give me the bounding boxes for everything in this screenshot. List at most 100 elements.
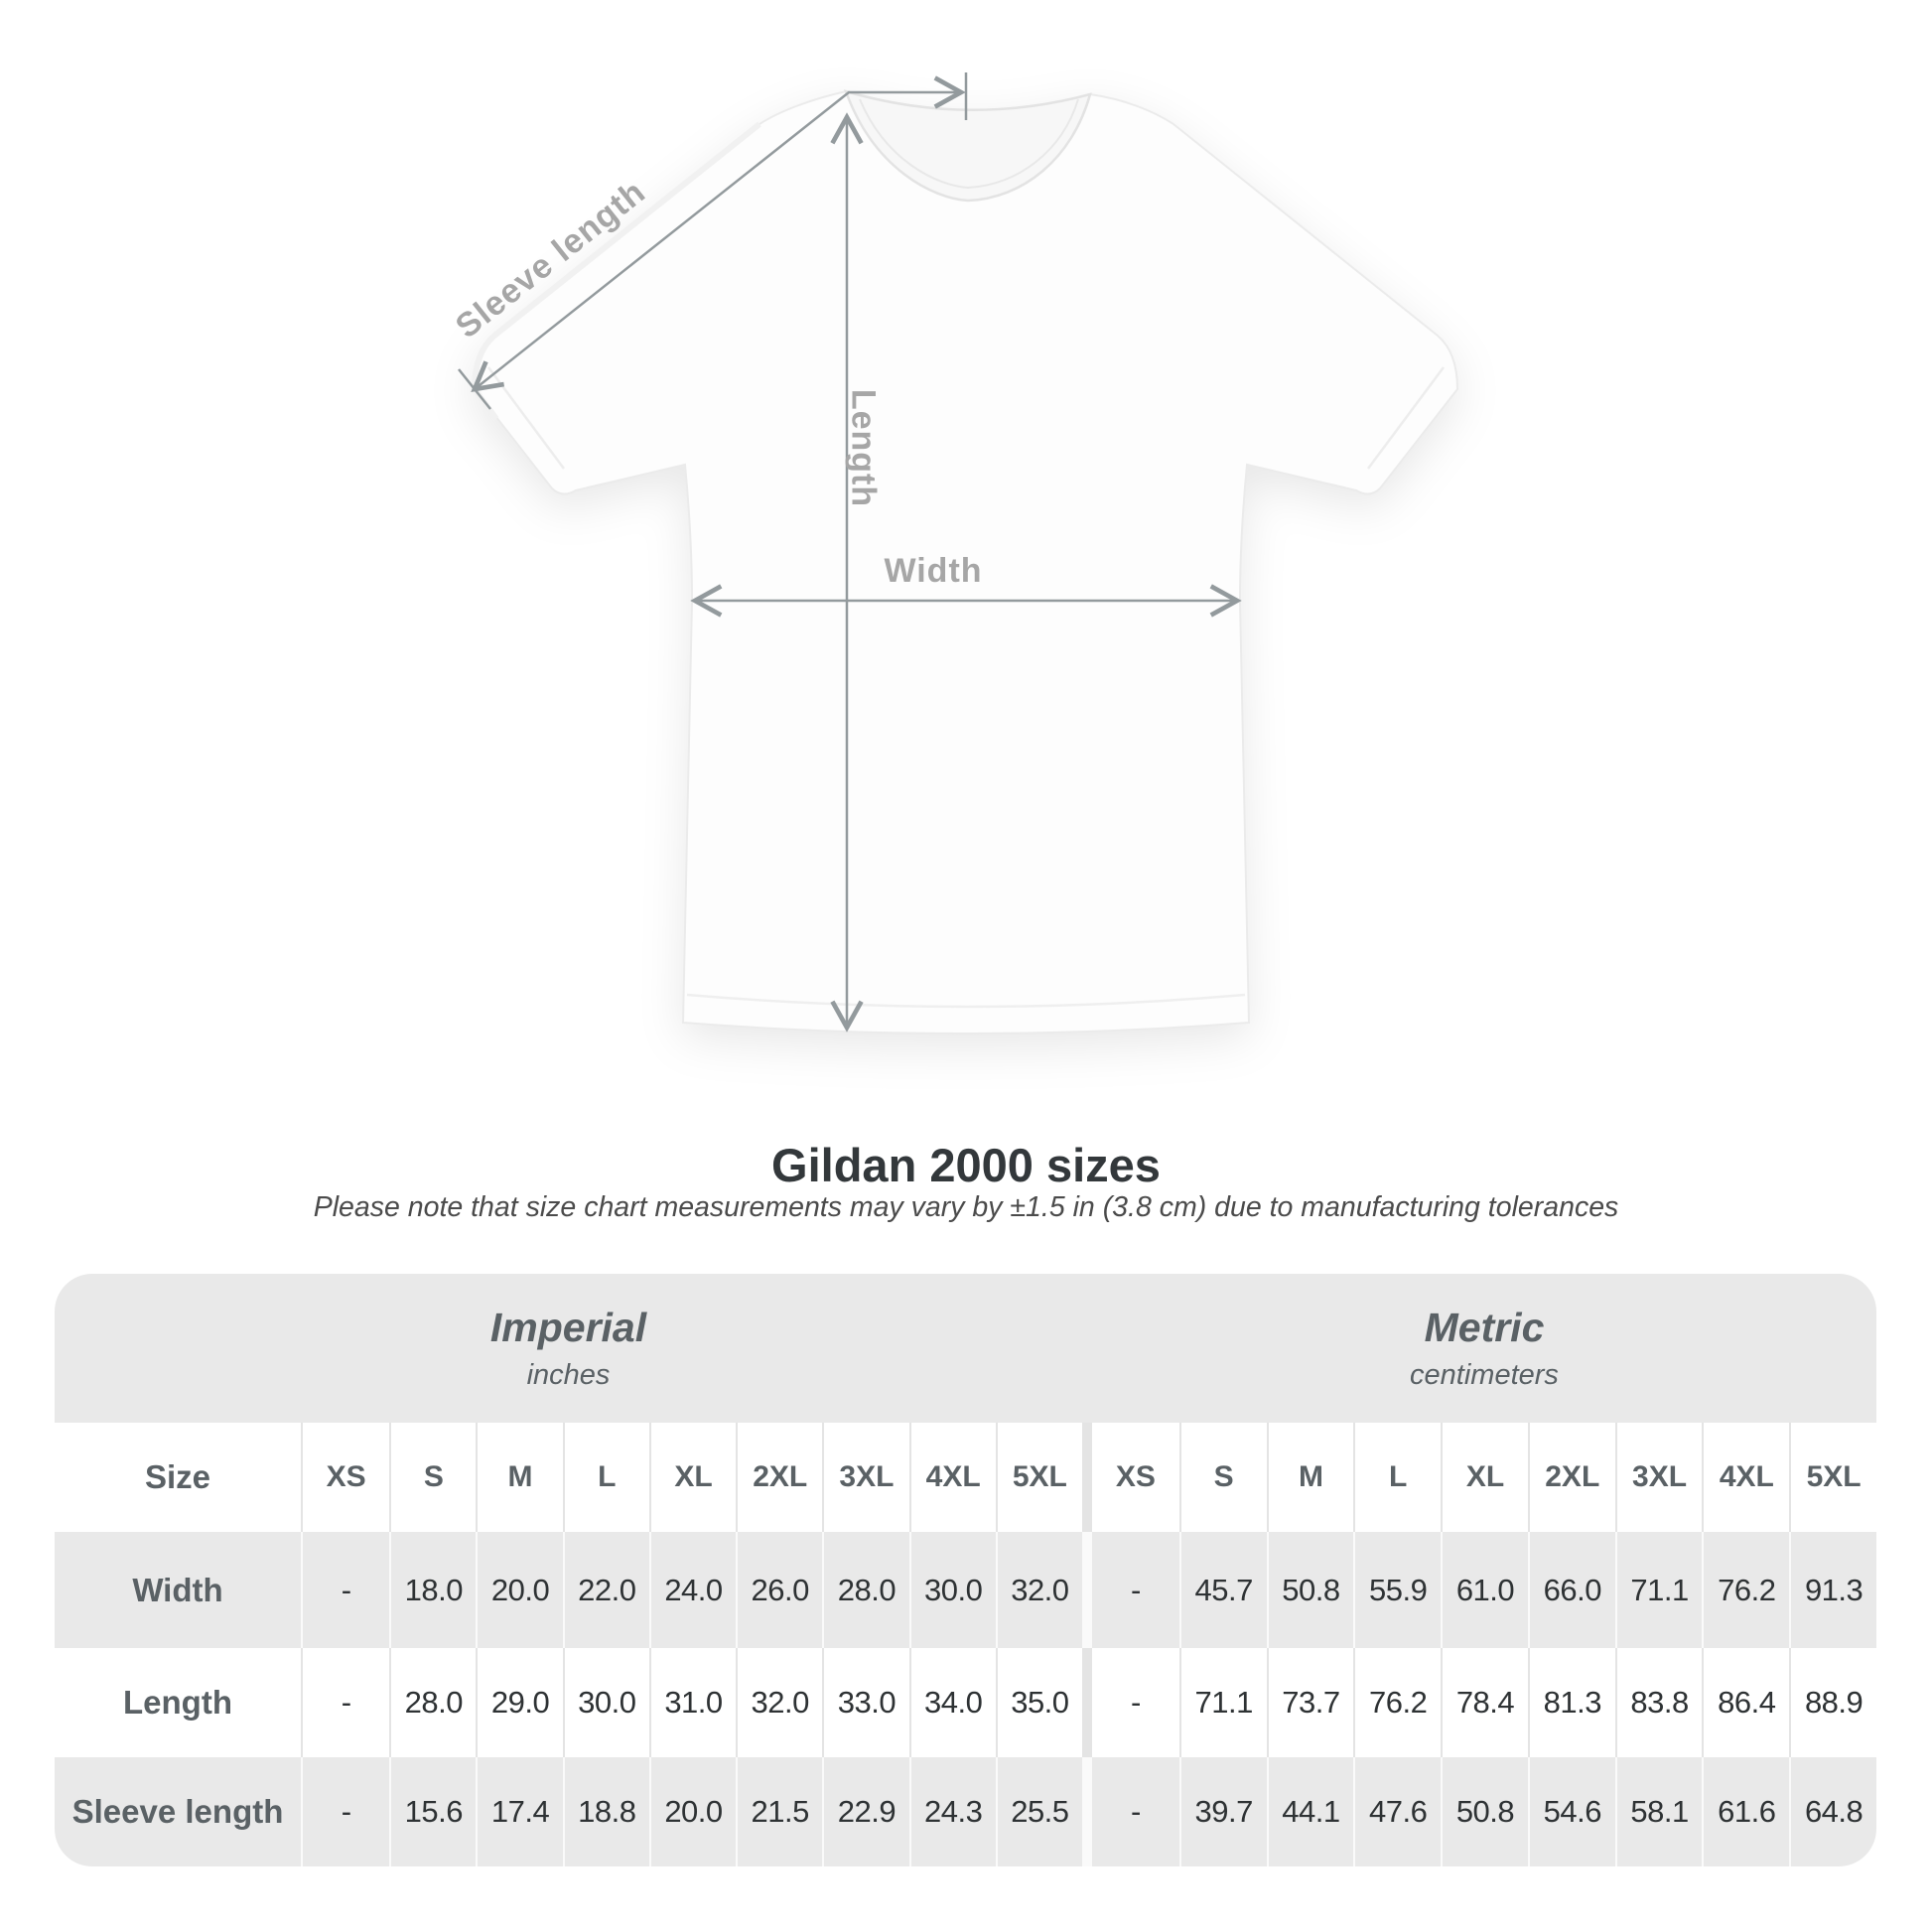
size-header-cell: 2XL <box>1527 1423 1615 1532</box>
sleeve-end-tick <box>458 368 491 410</box>
size-header-cell: XL <box>648 1423 736 1532</box>
width-value-cell: - <box>1130 1572 1141 1607</box>
unit-header-imperial: Imperial inches <box>55 1274 1082 1423</box>
width-value-cell: 55.9 <box>1353 1532 1441 1648</box>
size-header-row: Size XS S M L XL 2XL 3XL 4XL 5XL XS S M L XL 2XL 3XL 4X… <box>55 1423 1876 1532</box>
table-row-sleeve-length: Sleeve length -15.6 17.4 18.8 20.0 21.5 22.9 2… <box>55 1757 1876 1866</box>
sleeve-value-cell: 18.8 <box>562 1757 649 1866</box>
sleeve-value-cell: 44.1 <box>1266 1757 1354 1866</box>
width-value-cell: 45.7 <box>1178 1532 1267 1648</box>
sleeve-value-cell: - <box>1130 1794 1141 1829</box>
sleeve-value-cell: 47.6 <box>1353 1757 1441 1866</box>
length-value-cell: 30.0 <box>562 1648 649 1757</box>
right-sleeve-seam <box>1366 366 1446 470</box>
width-value-cell: 66.0 <box>1527 1532 1615 1648</box>
length-value-cell: 81.3 <box>1527 1648 1615 1757</box>
imperial-unit-label: inches <box>526 1359 611 1391</box>
page-title: Gildan 2000 sizes <box>771 1139 1161 1191</box>
width-value-cell: - <box>341 1572 351 1607</box>
size-header-cell: M <box>476 1423 562 1532</box>
width-value-cell: 28.0 <box>822 1532 908 1648</box>
size-header-cell: L <box>562 1423 649 1532</box>
size-header-cell: L <box>1353 1423 1441 1532</box>
half-divider <box>1082 1423 1092 1532</box>
sleeve-value-cell: 50.8 <box>1441 1757 1528 1866</box>
size-header-cell: 3XL <box>1614 1423 1703 1532</box>
length-value-cell: 83.8 <box>1614 1648 1703 1757</box>
page-subtitle: Please note that size chart measurements… <box>313 1191 1619 1223</box>
row-label-sleeve-length: Sleeve length <box>55 1757 303 1866</box>
width-value-cell: 24.0 <box>648 1532 736 1648</box>
sleeve-value-cell: 39.7 <box>1178 1757 1267 1866</box>
length-imperial-values: - 28.0 29.0 30.0 31.0 32.0 33.0 34.0 35.0 <box>303 1648 1082 1757</box>
width-value-cell: 30.0 <box>908 1532 996 1648</box>
width-imperial-values: - 18.0 20.0 22.0 24.0 26.0 28.0 30.0 32.0 <box>303 1532 1082 1648</box>
width-value-cell: 20.0 <box>476 1532 562 1648</box>
length-value-cell: 28.0 <box>389 1648 476 1757</box>
unit-header-metric: Metric centimeters <box>1092 1274 1876 1423</box>
metric-size-headers: XS S M L XL 2XL 3XL 4XL 5XL <box>1092 1423 1876 1532</box>
imperial-label: Imperial <box>489 1305 647 1350</box>
size-header-cell: XL <box>1441 1423 1528 1532</box>
width-value-cell: 26.0 <box>736 1532 822 1648</box>
size-header-cell: XS <box>1115 1460 1156 1493</box>
width-value-cell: 71.1 <box>1614 1532 1703 1648</box>
sleeve-value-cell: 61.6 <box>1702 1757 1789 1866</box>
dimension-lines <box>458 72 1242 1033</box>
sleeve-value-cell: 15.6 <box>389 1757 476 1866</box>
size-header-cell: XS <box>326 1460 366 1493</box>
sleeve-value-cell: 25.5 <box>995 1757 1082 1866</box>
length-value-cell: - <box>1130 1685 1141 1720</box>
width-label: Width <box>884 552 983 590</box>
width-value-cell: 76.2 <box>1702 1532 1789 1648</box>
length-value-cell: 29.0 <box>476 1648 562 1757</box>
metric-unit-label: centimeters <box>1410 1359 1559 1391</box>
length-value-cell: 33.0 <box>822 1648 908 1757</box>
row-label-width: Width <box>55 1532 303 1648</box>
bottom-hem-seam <box>686 993 1246 1009</box>
length-value-cell: 71.1 <box>1178 1648 1267 1757</box>
length-value-cell: 31.0 <box>648 1648 736 1757</box>
width-value-cell: 50.8 <box>1266 1532 1354 1648</box>
half-divider <box>1082 1648 1092 1757</box>
size-header-cell: 5XL <box>1789 1423 1876 1532</box>
length-value-cell: 88.9 <box>1789 1648 1876 1757</box>
length-label: Length <box>844 388 883 508</box>
length-value-cell: 34.0 <box>908 1648 996 1757</box>
length-value-cell: - <box>341 1685 351 1720</box>
size-header-cell: S <box>389 1423 476 1532</box>
sleeve-value-cell: 20.0 <box>648 1757 736 1866</box>
sleeve-value-cell: 64.8 <box>1789 1757 1876 1866</box>
row-label-length: Length <box>55 1648 303 1757</box>
tshirt-image <box>458 72 1459 1035</box>
size-header-cell: S <box>1178 1423 1267 1532</box>
length-metric-values: - 71.1 73.7 76.2 78.4 81.3 83.8 86.4 88.9 <box>1092 1648 1876 1757</box>
length-value-cell: 73.7 <box>1266 1648 1354 1757</box>
width-value-cell: 91.3 <box>1789 1532 1876 1648</box>
size-column-header: Size <box>55 1423 303 1532</box>
size-header-cell: 4XL <box>908 1423 996 1532</box>
length-value-cell: 32.0 <box>736 1648 822 1757</box>
sleeve-value-cell: 24.3 <box>908 1757 996 1866</box>
size-header-cell: 2XL <box>736 1423 822 1532</box>
half-divider <box>1082 1532 1092 1648</box>
imperial-size-headers: XS S M L XL 2XL 3XL 4XL 5XL <box>303 1423 1082 1532</box>
size-header-cell: 3XL <box>822 1423 908 1532</box>
width-metric-values: - 45.7 50.8 55.9 61.0 66.0 71.1 76.2 91.3 <box>1092 1532 1876 1648</box>
width-value-cell: 61.0 <box>1441 1532 1528 1648</box>
unit-system-header: Imperial inches Metric centimeters <box>55 1274 1876 1423</box>
half-divider <box>1082 1757 1092 1866</box>
sleeve-metric-values: - 39.7 44.1 47.6 50.8 54.6 58.1 61.6 64.8 <box>1092 1757 1876 1866</box>
band-divider <box>1082 1274 1092 1423</box>
width-value-cell: 22.0 <box>562 1532 649 1648</box>
table-row-width: Width -18.0 20.0 22.0 24.0 26.0 28.0 30.0 32.0 … <box>55 1532 1876 1648</box>
table-row-length: Length - 28.0 29.0 30.0 31.0 32.0 33.0 34.0 35.0… <box>55 1648 1876 1757</box>
sleeve-value-cell: 21.5 <box>736 1757 822 1866</box>
size-table: Imperial inches Metric centimeters Size … <box>55 1274 1876 1866</box>
sleeve-value-cell: 54.6 <box>1527 1757 1615 1866</box>
sleeve-value-cell: 17.4 <box>476 1757 562 1866</box>
length-value-cell: 86.4 <box>1702 1648 1789 1757</box>
size-header-cell: 5XL <box>995 1423 1082 1532</box>
length-value-cell: 76.2 <box>1353 1648 1441 1757</box>
sleeve-value-cell: - <box>341 1794 351 1829</box>
